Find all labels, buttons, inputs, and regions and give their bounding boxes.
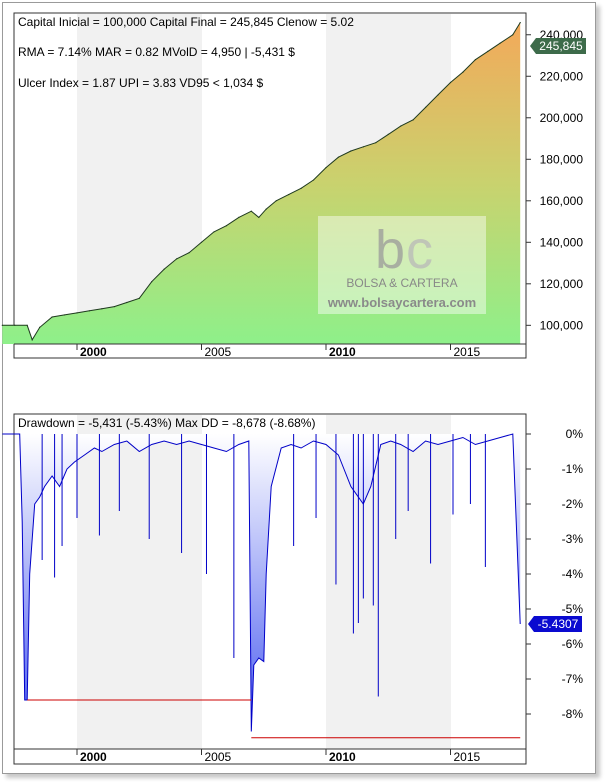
equity-point [163, 268, 165, 270]
equity-point [437, 94, 439, 96]
y-tick-label: 0% [566, 427, 584, 441]
y-tick-label: 200,000 [540, 111, 584, 125]
watermark-logo: b [375, 220, 405, 280]
x-tick-label: 2015 [454, 750, 481, 764]
watermark: b c BOLSA & CARTERA www.bolsaycartera.co… [318, 216, 486, 314]
year-band [77, 415, 202, 749]
equity-panel: b c BOLSA & CARTERA www.bolsaycartera.co… [1, 12, 586, 359]
equity-point [275, 200, 277, 202]
equity-area [2, 22, 521, 344]
y-tick-label: -3% [562, 532, 584, 546]
equity-point [39, 326, 41, 328]
x-tick-label: 2010 [329, 750, 356, 764]
equity-point [258, 216, 260, 218]
equity-point [300, 187, 302, 189]
equity-point [238, 216, 240, 218]
equity-point [325, 166, 327, 169]
y-tick-label: -4% [562, 567, 584, 581]
equity-point [499, 42, 501, 44]
equity-point [31, 339, 33, 341]
y-tick-label: 140,000 [540, 235, 584, 249]
y-tick-label: -2% [562, 497, 584, 511]
y-tick-label: -7% [562, 672, 584, 686]
x-axis-ticks: 2000 2005 2010 2015 [76, 344, 481, 359]
y-tick-label: -6% [562, 637, 584, 651]
equity-point [519, 22, 521, 24]
equity-point [387, 133, 389, 135]
x-tick-label: 2000 [80, 750, 107, 764]
y-axis-ticks: 100,000 120,000 140,000 160,000 180,000 200,0… [526, 28, 584, 332]
y-tick-label: 100,000 [540, 318, 584, 332]
equity-point [225, 225, 227, 227]
stats-line: RMA = 7.14% MAR = 0.82 MVolD = 4,950 | -… [18, 45, 295, 59]
stats-line: Capital Inicial = 100,000 Capital Final … [18, 15, 354, 29]
equity-point [151, 281, 153, 283]
equity-point [101, 308, 103, 310]
y-axis-ticks: 0% -1% -2% -3% -4% -5% -6% -7% -8% [526, 427, 583, 721]
y-tick-label: 160,000 [540, 194, 584, 208]
equity-point [200, 241, 203, 243]
equity-point [76, 312, 78, 314]
equity-point [126, 301, 128, 304]
equity-point [250, 210, 252, 212]
x-tick-label: 2010 [329, 345, 356, 359]
x-tick-label: 2005 [205, 345, 232, 359]
equity-point [138, 297, 140, 299]
equity-point [312, 179, 315, 181]
equity-point [51, 316, 53, 318]
equity-point [512, 34, 514, 36]
equity-point [213, 231, 215, 233]
y-tick-label: 120,000 [540, 277, 584, 291]
equity-point [176, 258, 178, 260]
equity-point [425, 106, 427, 108]
equity-point [113, 306, 115, 308]
equity-series [1, 22, 521, 344]
last-value-badge: -5.4307 [528, 616, 582, 632]
watermark-name: BOLSA & CARTERA [346, 276, 457, 290]
last-value-badge: 245,845 [530, 38, 586, 54]
y-tick-label: -1% [562, 462, 584, 476]
equity-point [288, 193, 290, 196]
x-axis-ticks: 2000 2005 2010 2015 [76, 749, 481, 764]
equity-point [14, 324, 16, 326]
watermark-url: www.bolsaycartera.com [327, 295, 476, 310]
y-tick-label: 180,000 [540, 152, 584, 166]
x-tick-label: 2000 [80, 345, 107, 359]
last-value-label: 245,845 [539, 39, 583, 53]
equity-point [350, 150, 352, 152]
y-tick-label: -8% [562, 707, 584, 721]
equity-point [362, 146, 364, 148]
equity-point [487, 50, 489, 52]
drawdown-panel: Drawdown = -5,431 (-5.43%) Max DD = -8,6… [2, 413, 583, 765]
drawdown-series [2, 433, 521, 739]
drawdown-area [2, 434, 521, 732]
watermark-logo: c [406, 220, 433, 280]
equity-point [462, 71, 464, 73]
stats-line: Ulcer Index = 1.87 UPI = 3.83 VD95 < 1,0… [18, 76, 263, 90]
x-tick-label: 2005 [205, 750, 232, 764]
y-tick-label: 220,000 [540, 69, 584, 83]
equity-point [375, 142, 377, 144]
equity-point [88, 310, 91, 312]
equity-point [265, 208, 267, 210]
x-tick-label: 2015 [454, 345, 481, 359]
equity-point [449, 81, 452, 84]
equity-point [474, 59, 476, 61]
equity-point [26, 324, 28, 326]
equity-point [400, 125, 402, 127]
equity-point [1, 324, 3, 326]
equity-point [337, 156, 340, 158]
equity-point [188, 252, 190, 254]
equity-point [412, 119, 414, 121]
stats-line: Drawdown = -5,431 (-5.43%) Max DD = -8,6… [18, 416, 315, 430]
y-tick-label: -5% [562, 602, 584, 616]
equity-point [63, 314, 66, 316]
last-value-label: -5.4307 [538, 617, 579, 631]
drawdown-line [2, 433, 521, 732]
